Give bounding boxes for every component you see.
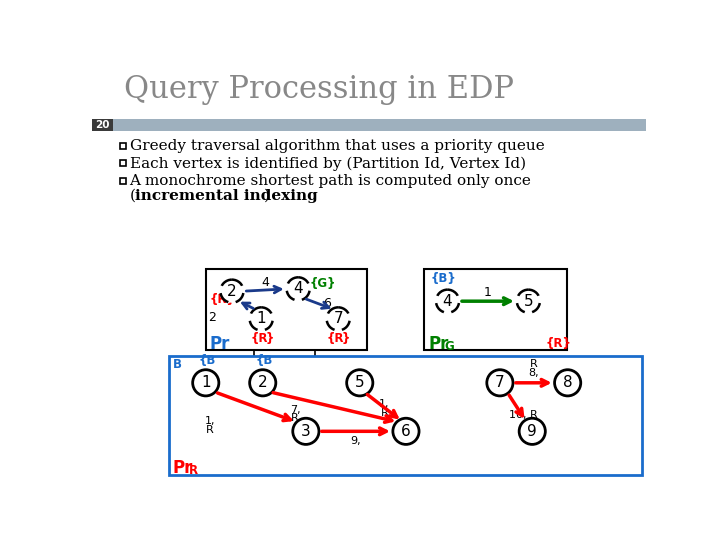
- Text: 2: 2: [208, 311, 216, 324]
- FancyBboxPatch shape: [92, 119, 647, 131]
- Text: 9,: 9,: [351, 436, 361, 447]
- Text: (: (: [130, 188, 135, 202]
- Text: {B}: {B}: [431, 272, 456, 285]
- Circle shape: [487, 370, 513, 396]
- Circle shape: [220, 280, 243, 303]
- Text: 1: 1: [484, 286, 492, 299]
- Text: {G}: {G}: [310, 277, 336, 290]
- Text: 4: 4: [261, 276, 269, 289]
- Text: }: }: [266, 332, 274, 345]
- Circle shape: [346, 370, 373, 396]
- Text: 1,: 1,: [204, 416, 215, 426]
- Text: ): ): [264, 188, 269, 202]
- Circle shape: [193, 370, 219, 396]
- Circle shape: [287, 278, 310, 300]
- Text: 20: 20: [95, 120, 110, 130]
- Text: Pr: Pr: [173, 458, 193, 476]
- Text: 7,: 7,: [289, 405, 300, 415]
- Circle shape: [517, 289, 540, 313]
- Text: Greedy traversal algorithm that uses a priority queue: Greedy traversal algorithm that uses a p…: [130, 139, 544, 153]
- Text: {R: {R: [251, 332, 268, 345]
- Text: R: R: [530, 359, 538, 369]
- Text: 10, R: 10, R: [508, 410, 537, 420]
- Text: R: R: [206, 425, 214, 435]
- Text: }: }: [342, 332, 351, 345]
- FancyBboxPatch shape: [206, 269, 367, 350]
- Text: 4: 4: [293, 281, 303, 296]
- Text: Query Processing in EDP: Query Processing in EDP: [124, 74, 514, 105]
- Circle shape: [293, 418, 319, 444]
- Text: 1,: 1,: [379, 400, 390, 409]
- Text: incremental indexing: incremental indexing: [135, 188, 318, 202]
- Text: 7: 7: [495, 375, 505, 390]
- Circle shape: [519, 418, 545, 444]
- Text: 8,: 8,: [528, 368, 539, 378]
- Text: 7: 7: [333, 312, 343, 326]
- FancyBboxPatch shape: [168, 356, 642, 475]
- Text: 8: 8: [563, 375, 572, 390]
- Text: 1: 1: [201, 375, 210, 390]
- Text: 1: 1: [256, 312, 266, 326]
- Circle shape: [554, 370, 581, 396]
- Text: 4: 4: [443, 294, 452, 309]
- Text: 9: 9: [527, 424, 537, 439]
- FancyBboxPatch shape: [92, 119, 113, 131]
- Text: 5: 5: [355, 375, 364, 390]
- Text: R: R: [189, 464, 198, 477]
- Text: Pr: Pr: [428, 335, 449, 353]
- Text: 2: 2: [227, 284, 237, 299]
- Text: B: B: [173, 358, 181, 371]
- Text: G: G: [444, 340, 454, 353]
- Circle shape: [393, 418, 419, 444]
- Text: {B: {B: [256, 354, 273, 367]
- Text: 2: 2: [258, 375, 268, 390]
- Text: 3: 3: [301, 424, 311, 439]
- Text: 5: 5: [523, 294, 534, 309]
- Text: {R}: {R}: [210, 293, 235, 306]
- Circle shape: [436, 289, 459, 313]
- Text: R: R: [291, 413, 299, 423]
- Text: A monochrome shortest path is computed only once: A monochrome shortest path is computed o…: [130, 174, 531, 188]
- Text: Each vertex is identified by (Partition Id, Vertex Id): Each vertex is identified by (Partition …: [130, 156, 526, 171]
- Text: {B: {B: [199, 354, 216, 367]
- Text: Pr: Pr: [210, 335, 230, 353]
- Circle shape: [250, 307, 273, 330]
- Text: 6: 6: [323, 298, 331, 310]
- Text: 6: 6: [401, 424, 411, 439]
- Text: R: R: [381, 408, 388, 418]
- FancyBboxPatch shape: [425, 269, 567, 350]
- Text: {R: {R: [327, 332, 344, 345]
- Text: {R}: {R}: [545, 337, 571, 350]
- Circle shape: [327, 307, 350, 330]
- Circle shape: [250, 370, 276, 396]
